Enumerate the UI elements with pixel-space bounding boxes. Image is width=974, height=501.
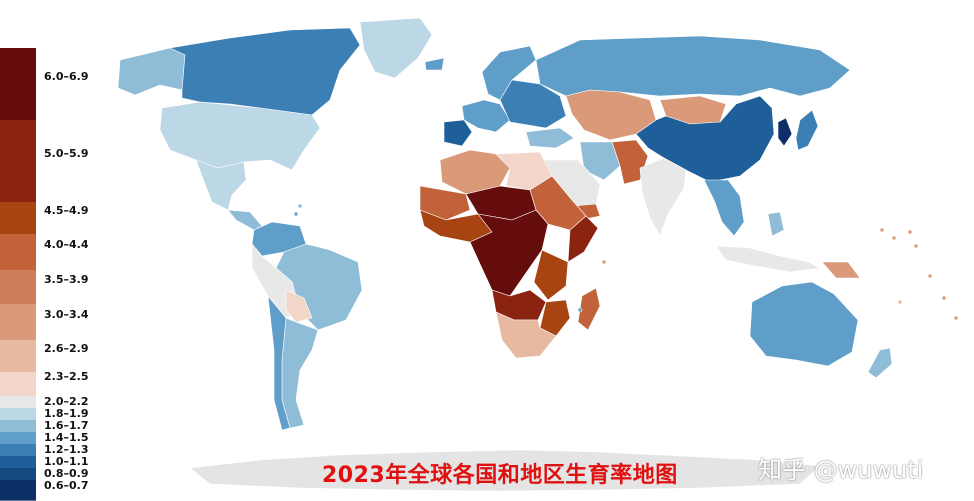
legend-label: 1.0–1.1 — [44, 455, 89, 468]
region-new-zealand — [867, 347, 893, 379]
region-iran — [579, 141, 621, 181]
region-turkey — [525, 127, 575, 149]
region-madagascar — [577, 287, 601, 331]
region-japan — [795, 109, 819, 151]
region-korea — [777, 117, 793, 147]
legend-label: 0.8–0.9 — [44, 467, 89, 480]
region-papua-new-guinea — [821, 261, 861, 279]
region-mozambique — [539, 299, 571, 337]
region-philippines — [767, 211, 785, 237]
region-sahel — [419, 185, 471, 221]
legend-label: 1.8–1.9 — [44, 407, 89, 420]
legend-label: 1.4–1.5 — [44, 431, 89, 444]
region-central-africa — [469, 209, 549, 297]
legend-label: 1.2–1.3 — [44, 443, 89, 456]
legend-swatch — [0, 480, 36, 501]
region-western-europe — [461, 99, 511, 133]
watermark: 知乎 @wuwuti — [758, 456, 924, 484]
region-somalia — [567, 215, 599, 263]
region-chile — [267, 295, 291, 431]
legend-swatch — [0, 202, 36, 235]
island-dot — [907, 229, 913, 235]
legend-label: 4.5–4.9 — [44, 204, 89, 217]
island-dot — [927, 273, 933, 279]
island-dot — [953, 315, 959, 321]
region-east-africa — [533, 249, 569, 301]
island-dot — [897, 299, 903, 305]
region-united-states — [159, 101, 321, 171]
region-antarctica — [189, 449, 821, 492]
legend-swatch — [0, 270, 36, 305]
region-greenland — [359, 17, 433, 79]
region-north-africa — [439, 149, 511, 195]
island-dot — [601, 259, 607, 265]
region-iberia — [443, 119, 473, 147]
region-central-america — [227, 209, 263, 231]
legend-label: 4.0–4.4 — [44, 238, 89, 251]
legend-label: 2.3–2.5 — [44, 370, 89, 383]
island-dot — [941, 295, 947, 301]
legend-swatch — [0, 372, 36, 397]
legend-label: 3.0–3.4 — [44, 308, 89, 321]
legend-label: 5.0–5.9 — [44, 147, 89, 160]
region-australia — [749, 281, 859, 367]
region-mexico — [195, 159, 247, 211]
island-dot — [913, 243, 919, 249]
fertility-legend: 6.0–6.9 5.0–5.9 4.5–4.9 4.0–4.4 3.5–3.9 3.0–3… — [0, 48, 88, 501]
legend-swatch — [0, 234, 36, 271]
island-dot — [293, 211, 299, 217]
map-title: 2023年全球各国和地区生育率地图 — [322, 463, 678, 488]
island-dot — [577, 307, 583, 313]
island-dot — [879, 227, 885, 233]
legend-label: 2.0–2.2 — [44, 395, 89, 408]
region-afghanistan-pakistan — [611, 139, 649, 185]
legend-swatch — [0, 48, 36, 121]
island-dot — [891, 235, 897, 241]
island-dot — [297, 203, 303, 209]
region-eastern-europe — [499, 79, 567, 129]
legend-label: 0.6–0.7 — [44, 479, 89, 492]
legend-label: 2.6–2.9 — [44, 342, 89, 355]
legend-label: 6.0–6.9 — [44, 70, 89, 83]
region-alaska — [117, 47, 186, 96]
region-southern-africa — [495, 311, 557, 359]
legend-swatch — [0, 340, 36, 373]
region-indonesia — [715, 245, 821, 273]
region-southeast-asia — [703, 179, 745, 237]
legend-label: 1.6–1.7 — [44, 419, 89, 432]
region-russia — [535, 35, 851, 97]
region-argentina — [281, 317, 319, 429]
region-paraguay — [285, 289, 313, 323]
region-iceland-norway-sweden — [424, 45, 537, 101]
region-india — [639, 157, 687, 237]
legend-label: 3.5–3.9 — [44, 273, 89, 286]
legend-swatch — [0, 304, 36, 341]
legend-swatch — [0, 120, 36, 203]
